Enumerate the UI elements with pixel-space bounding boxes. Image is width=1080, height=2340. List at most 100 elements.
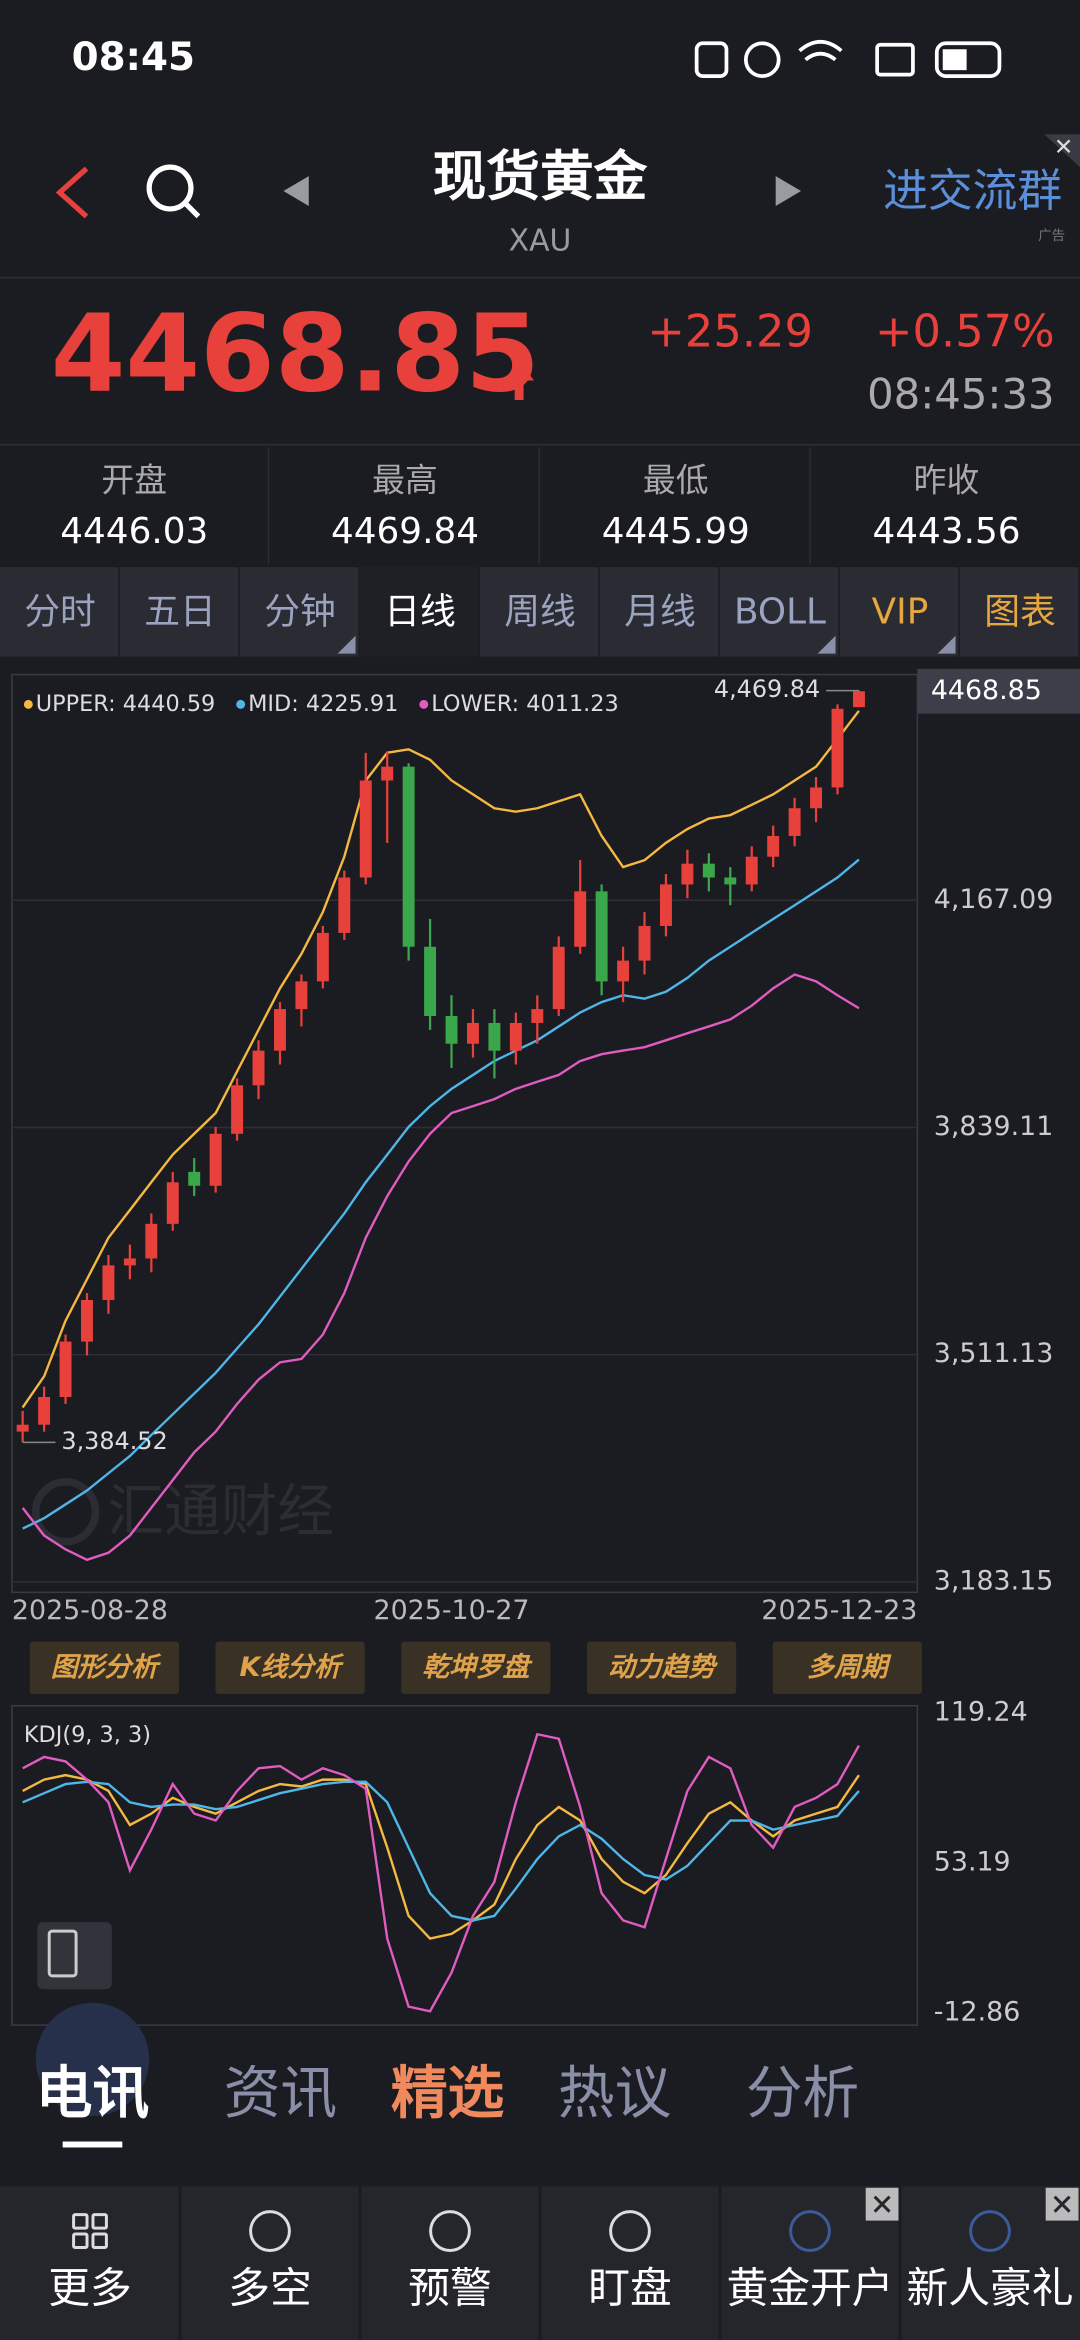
tool-label: 多周期 [807,1652,892,1683]
tool-button[interactable] [401,1641,551,1694]
tab-label: 图表 [984,591,1056,632]
candle-body [295,981,308,1010]
candle-body [252,1050,265,1086]
quote-time: 08:45:33 [867,369,1055,418]
stat-value: 4469.84 [331,511,479,552]
candle-body [123,1258,136,1266]
screen-toggle[interactable] [37,1922,112,1990]
tab[interactable] [360,567,479,657]
tab[interactable] [960,567,1079,657]
tab[interactable] [839,567,959,657]
title: 现货黄金 [433,145,648,208]
candle-body [59,1341,72,1397]
candle-body [595,891,608,982]
candle-body [338,877,351,933]
candle-body [381,766,394,781]
candle-body [274,1009,286,1051]
back-button[interactable] [55,166,89,219]
price: 4468.85 [51,291,540,416]
candle-body [145,1223,158,1259]
tab[interactable] [720,567,839,657]
candle-body [16,1424,29,1432]
stat-label: 昨收 [914,462,980,500]
nav-label[interactable]: 多空 [228,2263,312,2312]
tool-button[interactable] [772,1641,922,1694]
tools: 图形分析 K线分析 乾坤罗盘 动力趋势 多周期 [29,1641,922,1694]
y-tick-label: 4,167.09 [934,884,1054,915]
line [21,710,860,1409]
x-tick-label: 2025-12-23 [761,1595,917,1626]
tool-label: 动力趋势 [608,1652,719,1683]
nav-icon [609,2210,651,2252]
tool-button[interactable] [29,1641,180,1694]
plot-frame [11,1705,919,2026]
tab[interactable] [120,567,239,657]
tab[interactable] [480,567,599,657]
candle-body [488,1022,501,1051]
group-link[interactable]: 进交流群 [883,164,1062,217]
price-chart: 3,183.15 3,511.13 3,839.11 4,167.09 2025-08-… [11,668,1080,1626]
news-tabs: 电讯 资讯 精选 热议 分析 [36,2060,859,2148]
candle-body [209,1133,222,1186]
nav-close-x [1053,2195,1071,2213]
tool-button[interactable] [215,1641,365,1694]
next-button[interactable] [775,176,802,206]
price-tag-bg [917,668,1080,714]
news-tab[interactable]: 分析 [746,2060,859,2126]
nav-label[interactable]: 预警 [408,2263,492,2312]
legend-label: UPPER: 4440.59 [36,691,216,717]
nav-icon [969,2210,1011,2252]
line [21,973,860,1562]
tab[interactable] [600,567,719,657]
nav-label[interactable]: 新人豪礼 [906,2263,1073,2312]
tab-label: 周线 [504,591,576,632]
bottom-nav: 更多 多空 预警 盯盘 黄金开户 新人豪礼 [48,2186,1079,2340]
news-tab[interactable]: 资讯 [224,2060,337,2126]
candle-body [638,925,651,961]
candle-body [574,891,587,947]
nav-label[interactable]: 黄金开户 [726,2263,893,2312]
nav-icon [72,2232,89,2249]
kdj-chart: 119.24 53.19 -12.86 KDJ(9, 3, 3) [11,1697,1028,2028]
watermark: 汇通财经 [32,1478,334,1546]
tool-label: 乾坤罗盘 [422,1652,533,1683]
nav-label[interactable]: 更多 [48,2263,132,2312]
stat-label: 开盘 [101,462,167,500]
prev-button[interactable] [283,176,309,206]
candle-body [509,1022,522,1051]
candle-body [767,835,780,857]
tab[interactable] [0,567,119,657]
tab-label: 分时 [24,591,96,632]
legend-dot [236,699,246,709]
search-button[interactable] [146,164,201,219]
candle-body [402,766,415,947]
nav-label[interactable]: 盯盘 [588,2263,672,2312]
tool-button[interactable] [586,1641,737,1694]
news-icon [35,2002,150,2117]
news-tab-indicator [62,2141,123,2148]
stat-value: 4443.56 [872,511,1020,552]
candle-body [659,884,672,926]
change-pct: +0.57% [875,304,1055,357]
subtitle: XAU [509,223,572,258]
y-tick-label: 3,511.13 [934,1338,1054,1369]
tabs: 分时 五日 分钟 日线 周线 月线 BOLL VIP 图表 [0,567,1079,657]
nav-close-x [873,2195,891,2213]
candle-body [617,960,630,982]
status-icons [694,39,1002,78]
news-tab[interactable]: 电讯 [36,2060,149,2126]
candle-body [445,1016,458,1044]
news-tab[interactable]: 热议 [558,2060,671,2126]
tab[interactable] [240,567,359,657]
legend-dot [419,699,429,709]
ad-label: 广告 [1038,228,1065,244]
tab-label: BOLL [734,591,826,632]
y-tick-label: 3,183.15 [934,1565,1054,1596]
nav-icon [249,2210,291,2252]
nav-icon [91,2232,108,2249]
status-time: 08:45 [72,35,195,80]
y-tick-label: 3,839.11 [934,1111,1054,1142]
news-tab[interactable]: 精选 [391,2060,505,2126]
tab-label: VIP [872,591,929,632]
